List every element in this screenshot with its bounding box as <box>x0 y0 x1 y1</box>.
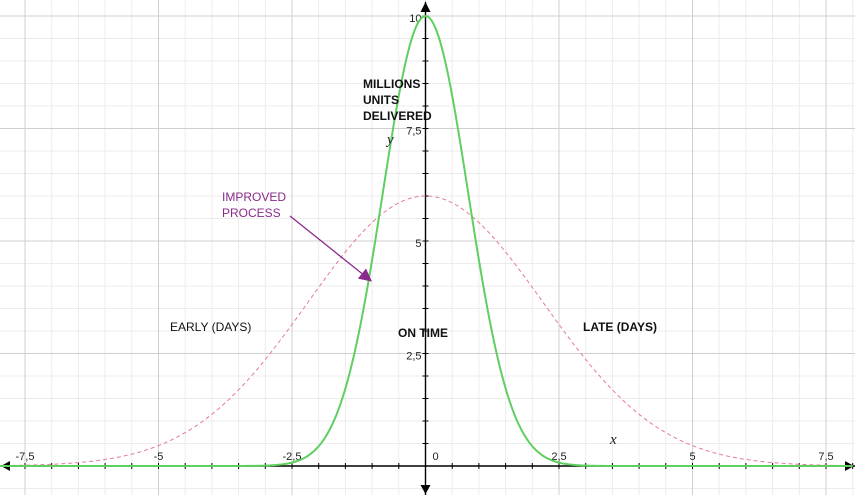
y-tick-label: 5 <box>415 238 421 250</box>
x-tick-label: 2,5 <box>551 451 566 463</box>
x-tick-label: -5 <box>154 451 164 463</box>
x-tick-label: -2,5 <box>283 451 302 463</box>
on-time-label: ON TIME <box>398 326 448 340</box>
ylabel-line-2: UNITS <box>363 93 399 107</box>
improved-arrow <box>289 215 373 282</box>
y-axis-arrow-icon <box>420 2 431 12</box>
axis-ticks <box>24 15 854 489</box>
x-tick-label: -7,5 <box>16 451 35 463</box>
ylabel-line-3: DELIVERED <box>363 109 432 123</box>
x-tick-label: 7,5 <box>818 451 833 463</box>
x-tick-label: 0 <box>432 451 438 463</box>
y-tick-label: 2,5 <box>406 351 421 363</box>
x-variable-label: x <box>609 432 617 448</box>
ylabel-line-1: MILLIONS <box>363 77 420 91</box>
series-solid-curve <box>0 14 853 467</box>
x-tick-label: 5 <box>689 451 695 463</box>
y-tick-label: 7,5 <box>406 126 421 138</box>
late-label: LATE (DAYS) <box>583 320 657 334</box>
y-axis-arrow-bottom-icon <box>420 485 431 494</box>
tick-labels: -7,5 -5 -2,5 0 2,5 5 7,52,557,510 <box>16 13 834 463</box>
early-label: EARLY (DAYS) <box>170 320 251 334</box>
improved-label-line-2: PROCESS <box>222 206 281 220</box>
y-variable-label: y <box>385 132 394 148</box>
improved-label-line-1: IMPROVED <box>222 190 286 204</box>
series-dashed-curve <box>0 195 853 467</box>
